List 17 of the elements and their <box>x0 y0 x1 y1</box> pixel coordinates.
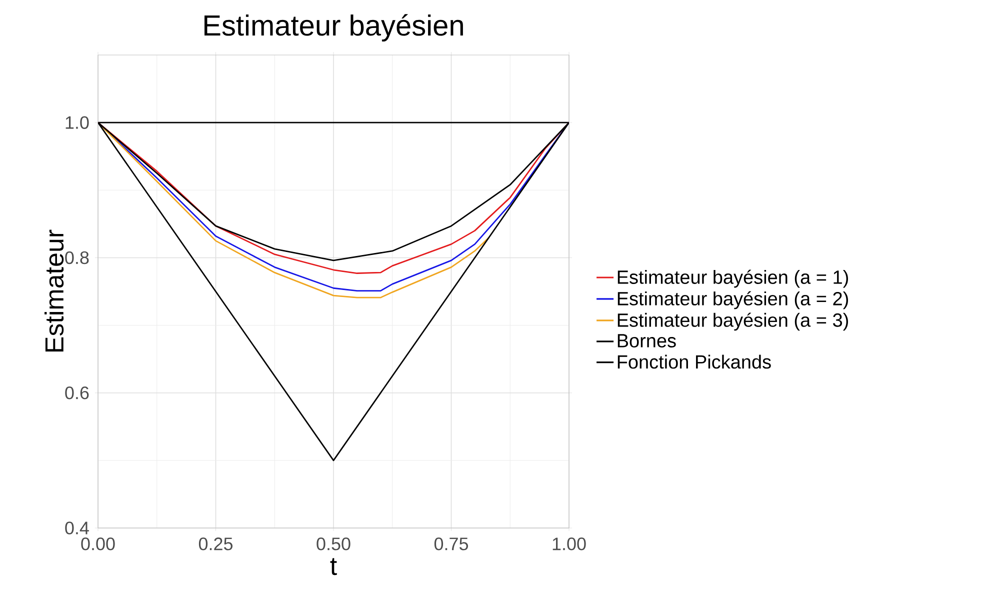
x-tick-label: 0.25 <box>198 538 233 550</box>
legend-label: Fonction Pickands <box>618 354 771 369</box>
legend-label: Estimateur bayésien (a = 2) <box>618 291 848 310</box>
legend-label: Estimateur bayésien (a = 3) <box>618 312 848 331</box>
y-tick-label: 0.6 <box>65 386 89 400</box>
y-tick-label: 0.4 <box>65 522 89 534</box>
legend-label: Bornes <box>618 334 676 348</box>
legend-label: Estimateur bayésien (a = 1) <box>618 270 848 288</box>
x-axis-title: t <box>330 558 337 576</box>
x-tick-label: 0.75 <box>434 538 468 550</box>
y-tick-label: 1.0 <box>66 116 89 129</box>
y-axis-title: Estimateur <box>44 230 64 352</box>
y-tick-label: 0.8 <box>65 251 89 264</box>
x-tick-label: 1.00 <box>552 538 586 550</box>
x-tick-label: 0.00 <box>81 538 115 550</box>
x-tick-label: 0.50 <box>316 538 350 550</box>
chart-title: Estimateur bayésien <box>204 14 463 42</box>
